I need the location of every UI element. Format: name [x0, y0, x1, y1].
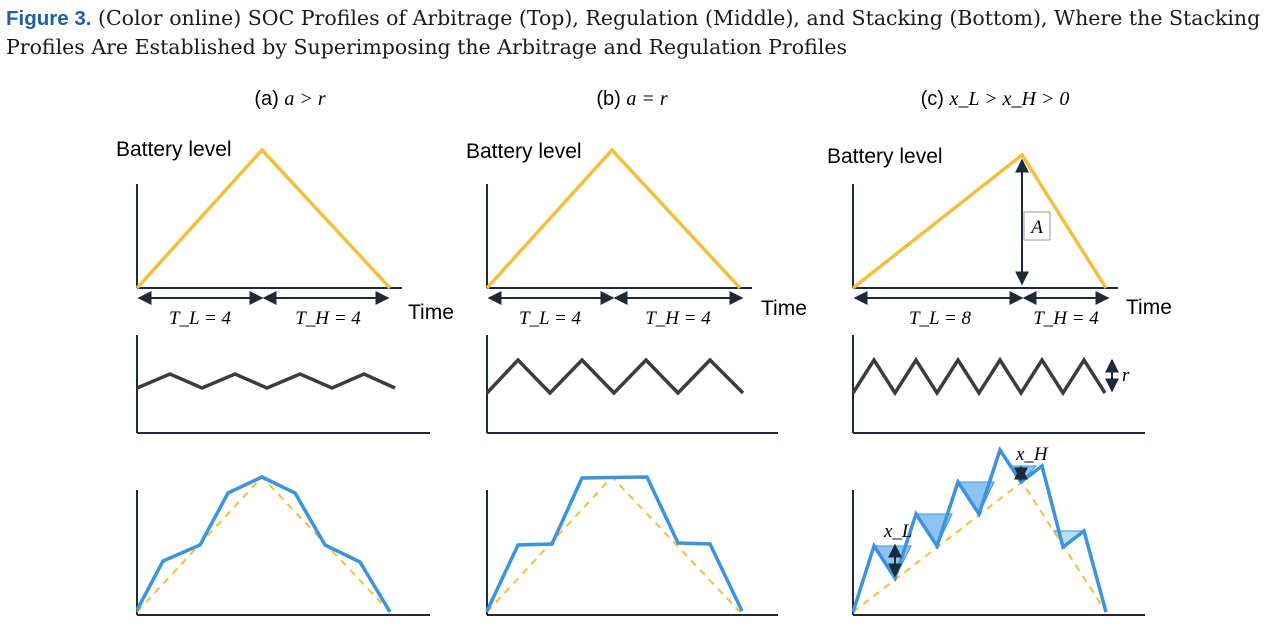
panel-b-arbitrage-profile [485, 147, 742, 290]
panel-c-xlabel: Time [1126, 296, 1172, 319]
panel-c: (c) x_L > x_H > 0 Battery level A T_L = … [827, 88, 1172, 616]
panel-b-tl-label: T_L = 4 [519, 308, 582, 329]
panel-b-tag: (b) [596, 88, 620, 110]
caption-text: (Color online) SOC Profiles of Arbitrage… [6, 6, 1261, 59]
panel-a-ylabel: Battery level [116, 138, 232, 161]
panel-b-regulation-profile [485, 357, 745, 396]
panel-a-stacking-profile [135, 475, 392, 613]
panel-c-reg-label: r [1122, 365, 1130, 386]
panel-b-condition: a = r [626, 88, 667, 110]
panel-c-th-label: T_H = 4 [1033, 308, 1099, 329]
panel-c-condition: x_L > x_H > 0 [948, 88, 1069, 110]
panel-b-title: (b) a = r [596, 88, 668, 110]
panel-c-title: (c) x_L > x_H > 0 [921, 88, 1070, 110]
panel-a-tl-label: T_L = 4 [169, 308, 232, 329]
panel-a-regulation-profile [136, 372, 396, 390]
panel-c-amplitude-label: A [1029, 217, 1043, 238]
panel-c-regulation-profile [851, 356, 1107, 397]
panel-c-tl-label: T_L = 8 [909, 308, 972, 329]
panel-a: (a) a > r Battery level T_L = 4 T_H = 4 … [116, 88, 454, 616]
panel-c-arbitrage-profile [851, 152, 1108, 290]
panel-a-th-label: T_H = 4 [295, 308, 361, 329]
panel-a-arbitrage-profile [135, 147, 392, 290]
panel-b-stacking-profile [485, 475, 744, 612]
figure-caption: Figure 3. (Color online) SOC Profiles of… [6, 4, 1268, 62]
panel-b-xlabel: Time [761, 297, 807, 320]
panel-c-ylabel: Battery level [827, 145, 943, 168]
panel-c-stacking-profile [851, 446, 1108, 613]
panel-a-dashed-arbitrage [136, 475, 391, 613]
figure-label: Figure 3. [6, 7, 92, 30]
panel-c-xl-label: x_L [883, 521, 913, 542]
panel-a-tag: (a) [254, 88, 278, 110]
panel-a-condition: a > r [284, 88, 325, 110]
panel-c-amplitude-box [1023, 211, 1051, 241]
panel-c-xh-label: x_H [1015, 444, 1049, 465]
panel-c-tag: (c) [921, 88, 944, 110]
panel-a-title: (a) a > r [254, 88, 326, 110]
panel-b-th-label: T_H = 4 [645, 308, 711, 329]
panel-a-xlabel: Time [408, 301, 454, 324]
panel-b-ylabel: Battery level [466, 140, 582, 163]
panel-b: (b) a = r Battery level T_L = 4 T_H = 4 … [466, 88, 807, 616]
